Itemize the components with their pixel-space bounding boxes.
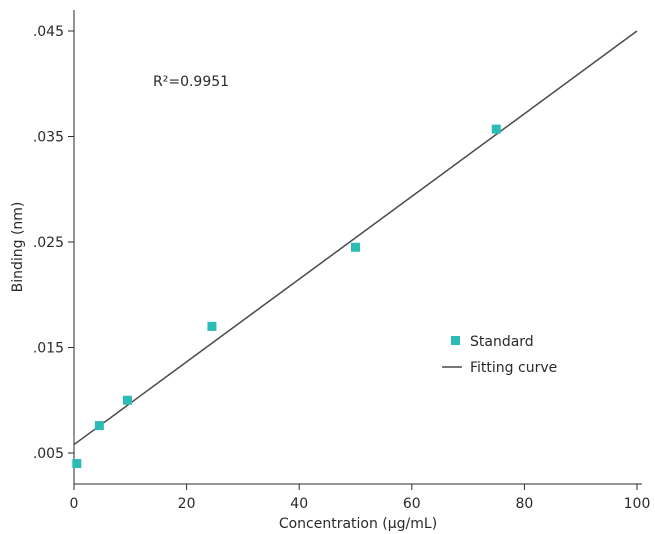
y-tick-label: .025 — [33, 235, 64, 251]
standard-data-point — [207, 321, 217, 331]
x-tick-label: 0 — [70, 496, 79, 512]
x-tick-label: 60 — [403, 496, 421, 512]
x-tick-label: 80 — [515, 496, 533, 512]
legend-standard-label: Standard — [470, 334, 534, 350]
x-axis-title: Concentration (µg/mL) — [279, 516, 437, 532]
standard-data-point — [351, 242, 360, 252]
r-squared-annotation: R²=0.9951 — [153, 74, 229, 90]
y-tick-label: .015 — [33, 341, 64, 357]
x-ticks: 0 20 40 60 80 100 — [70, 484, 651, 512]
standard-points-layer — [72, 124, 501, 469]
x-tick-label: 20 — [178, 496, 196, 512]
y-axis-title: Binding (nm) — [10, 202, 26, 293]
fitting-curve-line — [73, 30, 638, 446]
y-tick-label: .045 — [33, 24, 64, 40]
standard-data-point — [72, 459, 82, 469]
axes — [73, 10, 642, 485]
fitting-curve-layer — [73, 30, 638, 446]
standard-data-point — [122, 395, 132, 405]
x-tick-label: 100 — [624, 496, 651, 512]
y-tick-label: .005 — [33, 446, 64, 462]
standard-data-point — [94, 421, 104, 431]
legend-fitting-curve-label: Fitting curve — [470, 360, 557, 376]
x-tick-label: 40 — [290, 496, 308, 512]
standard-data-point — [491, 124, 501, 134]
legend-standard-marker — [451, 336, 460, 345]
legend: Standard Fitting curve — [442, 334, 557, 376]
y-ticks: .005 .015 .025 .035 .045 — [33, 24, 74, 462]
y-tick-label: .035 — [33, 130, 64, 146]
